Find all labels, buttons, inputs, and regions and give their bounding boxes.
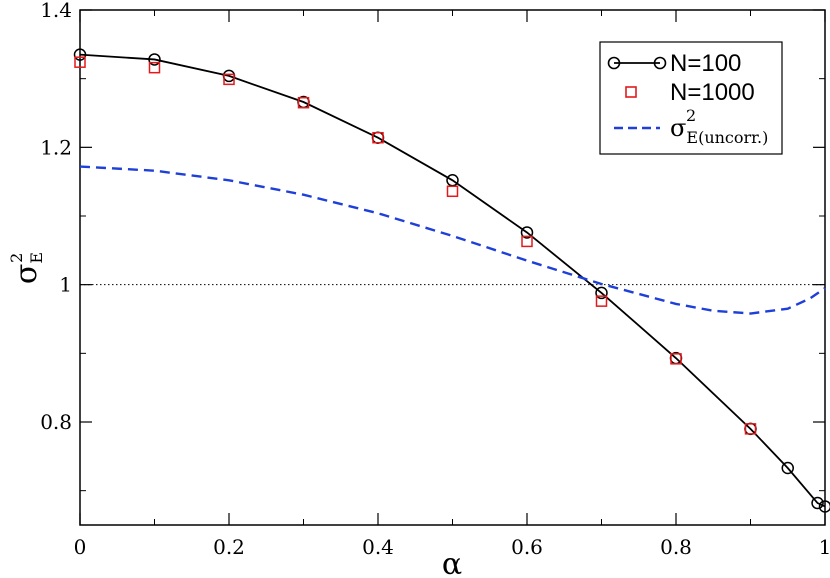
- series-n1000-point: [74, 56, 86, 68]
- series-n100-point: [811, 496, 824, 510]
- series-n1000-point: [521, 235, 533, 248]
- legend-label-uncorr: σE(uncorr.) 2: [670, 106, 768, 147]
- series-n100-point: [595, 286, 608, 300]
- y-tick-label: 1.4: [40, 0, 72, 22]
- series-n100-point: [148, 53, 161, 66]
- y-axis-label-main: σ: [9, 264, 44, 284]
- x-tick-label: 0.8: [660, 535, 692, 559]
- series-n1000-point: [223, 73, 235, 86]
- legend-marker-n100-left: [607, 56, 621, 70]
- series-n100-point: [73, 48, 87, 61]
- x-tick-label: 0.2: [213, 535, 245, 559]
- y-tick-label: 1.2: [40, 135, 72, 159]
- legend-marker-n100-right: [653, 56, 667, 70]
- x-tick-label: 1: [819, 535, 830, 559]
- legend: N=100 N=1000 σE(uncorr.) 2: [599, 41, 783, 155]
- series-n100-point: [818, 500, 830, 513]
- y-axis-label: σE2: [7, 252, 46, 284]
- y-axis-label-sub: E: [27, 252, 46, 264]
- svg-text:σE2: σE2: [7, 252, 46, 284]
- y-tick-label: 0.8: [40, 410, 72, 434]
- series-n1000-point: [297, 96, 310, 109]
- legend-box: [599, 41, 783, 155]
- series-n100-point: [520, 226, 534, 239]
- x-axis-label: α: [442, 547, 462, 578]
- series-n100-line: [79, 53, 826, 508]
- legend-label-n100: N=100: [670, 50, 741, 77]
- series-n100-point: [781, 461, 794, 475]
- series-layer: [73, 48, 830, 513]
- x-tick-label: 0.6: [511, 535, 543, 559]
- ticks-layer: 0 0.2 0.4 0.6 0.8 1 0.8 1 1.2 1.4: [40, 0, 830, 559]
- x-tick-label: 0: [74, 535, 87, 559]
- series-uncorr-line: [79, 165, 826, 315]
- legend-marker-n1000: [625, 86, 637, 98]
- legend-label-uncorr-sub: E(uncorr.): [686, 128, 768, 147]
- series-n1000-point: [595, 295, 608, 307]
- legend-label-n1000: N=1000: [670, 79, 755, 106]
- series-n1000-point: [670, 353, 682, 365]
- y-tick-label: 1: [59, 273, 72, 297]
- series-n1000-point: [446, 185, 459, 198]
- legend-label-uncorr-sup: 2: [686, 106, 696, 125]
- y-axis-label-sup: 2: [7, 253, 26, 263]
- series-n1000-point: [744, 423, 757, 435]
- legend-label-uncorr-main: σ: [670, 114, 686, 142]
- x-tick-label: 0.4: [362, 535, 394, 559]
- series-n1000-point: [372, 131, 384, 144]
- series-n1000-point: [148, 61, 161, 74]
